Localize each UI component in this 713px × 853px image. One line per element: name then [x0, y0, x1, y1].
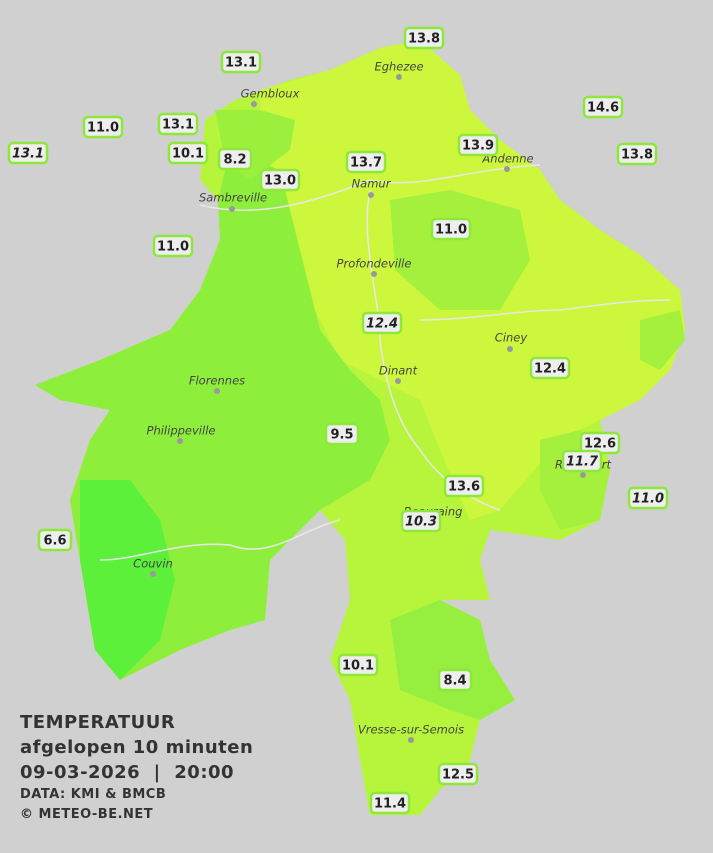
city-label: Couvin	[133, 557, 173, 571]
city-dot	[504, 166, 510, 172]
station-value: 11.7	[566, 455, 599, 470]
station-box	[157, 112, 199, 136]
city-dot	[368, 192, 374, 198]
city-label: Vresse-sur-Semois	[358, 723, 464, 737]
station-value: 13.7	[350, 156, 382, 171]
city-dot	[371, 271, 377, 277]
city-dot	[396, 74, 402, 80]
station-value: 12.5	[442, 768, 474, 783]
station-box	[37, 528, 73, 552]
city-dot	[507, 346, 513, 352]
station-box	[403, 26, 445, 50]
station-value: 13.6	[448, 480, 480, 495]
city-dot	[150, 571, 156, 577]
station-value: 11.0	[632, 492, 664, 507]
city-label: Profondeville	[337, 257, 412, 271]
city-label: Sambreville	[199, 191, 267, 205]
station-box	[167, 141, 209, 165]
station-box	[217, 147, 253, 171]
city-dot	[408, 737, 414, 743]
station-value: 13.8	[621, 148, 653, 163]
station-box	[337, 653, 379, 677]
station-box	[220, 50, 262, 74]
station-value: 11.0	[435, 223, 467, 238]
cities: EghezeeGemblouxAndenneNamurSambrevillePr…	[133, 60, 612, 743]
station-value: 14.6	[587, 101, 619, 116]
station-box	[259, 168, 301, 192]
city-dot	[395, 378, 401, 384]
station-box	[430, 217, 472, 241]
legend: TEMPERATUUR afgelopen 10 minuten 09-03-2…	[20, 710, 253, 825]
station-value: 13.1	[12, 147, 44, 162]
station-box	[582, 95, 624, 119]
station-value: 8.2	[223, 153, 246, 168]
station-value: 6.6	[43, 534, 66, 549]
station-box	[369, 791, 411, 815]
station-value: 13.9	[462, 139, 494, 154]
station-value: 10.1	[342, 659, 374, 674]
city-label: Namur	[352, 177, 392, 191]
stations: 13.8 13.1 14.6 11.0 13.1 13.1 10.1 8.2 13.9 13.8 1…	[7, 26, 669, 815]
station-box	[529, 356, 571, 380]
station-box	[627, 486, 669, 510]
station-box	[361, 311, 403, 335]
station-box	[82, 115, 124, 139]
city-label: Ciney	[495, 331, 528, 345]
station-value: 13.8	[408, 32, 440, 47]
station-value: 12.4	[534, 362, 566, 377]
station-box	[561, 449, 603, 473]
station-value: 8.4	[443, 674, 466, 689]
city-dot	[580, 472, 586, 478]
city-label: Eghezee	[374, 60, 423, 74]
station-box	[437, 668, 473, 692]
station-value: 11.0	[157, 240, 189, 255]
city-dot	[229, 206, 235, 212]
city-dot	[214, 388, 220, 394]
legend-title: TEMPERATUUR	[20, 712, 176, 733]
station-value: 12.6	[584, 437, 616, 452]
station-box	[457, 133, 499, 157]
station-box	[400, 509, 442, 533]
station-box	[616, 142, 658, 166]
station-box	[437, 762, 479, 786]
city-label: Dinant	[379, 364, 418, 378]
station-value: 13.1	[225, 56, 257, 71]
station-value: 10.3	[405, 515, 437, 530]
station-value: 10.1	[172, 147, 204, 162]
legend-subtitle: afgelopen 10 minuten	[20, 737, 254, 758]
station-value: 13.0	[264, 174, 296, 189]
city-label: Florennes	[189, 374, 245, 388]
station-box	[345, 150, 387, 174]
station-value: 13.1	[162, 118, 194, 133]
station-box	[324, 422, 360, 446]
legend-datetime: 09-03-2026 | 20:00	[20, 762, 235, 783]
city-label: Philippeville	[147, 424, 216, 438]
station-value: 11.0	[87, 121, 119, 136]
station-box	[7, 141, 49, 165]
station-value: 12.4	[366, 317, 398, 332]
station-value: 11.4	[374, 797, 406, 812]
city-dot	[251, 101, 257, 107]
legend-credit: © METEO-BE.NET	[20, 807, 154, 822]
city-label: Gembloux	[241, 87, 300, 101]
province-shape	[35, 40, 685, 815]
station-value: 9.5	[330, 428, 353, 443]
legend-source: DATA: KMI & BMCB	[20, 787, 167, 802]
station-box	[152, 234, 194, 258]
city-dot	[177, 438, 183, 444]
station-box	[443, 474, 485, 498]
